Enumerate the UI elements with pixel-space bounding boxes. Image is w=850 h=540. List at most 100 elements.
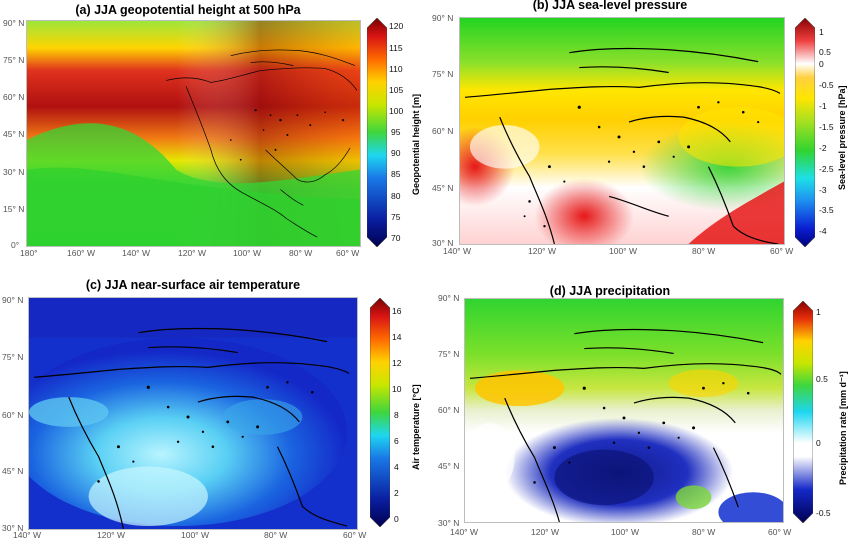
colorbar-tick: 0: [819, 59, 824, 69]
lon-tick: 60° W: [770, 246, 794, 256]
geopotential-field: [27, 21, 360, 246]
colorbar-tick: -1: [819, 101, 827, 111]
lon-tick: 60° W: [768, 527, 792, 537]
lat-tick: 30° N: [432, 238, 454, 248]
lat-tick: 30° N: [3, 167, 25, 177]
panel-d-title: (d) JJA precipitation: [549, 284, 671, 298]
colorbar-tick: -1.5: [819, 122, 834, 132]
panel-d-colorbar-label: Precipitation rate [mm d⁻¹]: [838, 371, 848, 485]
lon-tick: 140° W: [443, 246, 471, 256]
panel-d-map: [464, 298, 784, 523]
colorbar-tick: 1: [819, 27, 824, 37]
panel-a-colorbar-label: Geopotential height [m]: [411, 94, 421, 195]
panel-d-colorbar: [792, 300, 814, 524]
colorbar-tick: 8: [394, 410, 399, 420]
panel-a-title: (a) JJA geopotential height at 500 hPa: [75, 3, 301, 17]
lon-tick: 120° W: [97, 530, 125, 540]
colorbar-tick: 0.5: [819, 47, 831, 57]
lat-tick: 30° N: [2, 523, 24, 533]
precipitation-field: [465, 299, 783, 522]
lon-tick: 80° W: [692, 527, 716, 537]
colorbar-tick: -4: [819, 226, 827, 236]
colorbar-tick: 100: [389, 106, 404, 116]
lat-tick: 60° N: [438, 405, 460, 415]
lat-tick: 45° N: [432, 183, 454, 193]
colorbar-tick: 75: [391, 212, 401, 222]
lat-tick: 45° N: [3, 129, 25, 139]
panel-c-colorbar: [369, 297, 391, 528]
colorbar-tick: 16: [392, 306, 402, 316]
panel-b-title: (b) JJA sea-level pressure: [532, 0, 688, 12]
lon-tick: 140° W: [450, 527, 478, 537]
lat-tick: 45° N: [2, 466, 24, 476]
panel-c-map: [28, 297, 358, 530]
lon-tick: 180°: [20, 248, 38, 258]
lat-tick: 30° N: [438, 518, 460, 528]
colorbar-tick: -0.5: [816, 508, 831, 518]
lon-tick: 120° W: [178, 248, 206, 258]
colorbar-tick: -0.5: [819, 80, 834, 90]
lat-tick: 45° N: [438, 461, 460, 471]
lat-tick: 60° N: [3, 92, 25, 102]
lat-tick: 75° N: [432, 69, 454, 79]
lat-tick: 60° N: [2, 410, 24, 420]
lat-tick: 75° N: [3, 55, 25, 65]
lon-tick: 80° W: [289, 248, 313, 258]
coastline-outline: [464, 47, 781, 244]
lon-tick: 120° W: [528, 246, 556, 256]
lon-tick: 140° W: [122, 248, 150, 258]
lon-tick: 80° W: [692, 246, 716, 256]
lat-tick: 90° N: [432, 13, 454, 23]
colorbar-tick: -3.5: [819, 205, 834, 215]
colorbar-tick: 120: [389, 21, 404, 31]
lat-tick: 75° N: [2, 352, 24, 362]
lat-tick: 75° N: [438, 349, 460, 359]
islands: [523, 101, 760, 228]
colorbar-tick: 4: [394, 462, 399, 472]
colorbar-tick: 95: [391, 127, 401, 137]
colorbar-tick: 85: [391, 169, 401, 179]
colorbar-tick: -3: [819, 185, 827, 195]
lat-tick: 15° N: [3, 204, 25, 214]
colorbar-tick: 0.5: [816, 374, 828, 384]
coastline-outline: [166, 49, 358, 238]
colorbar-tick: 105: [389, 85, 404, 95]
lat-tick: 90° N: [2, 295, 24, 305]
colorbar-tick: -2: [819, 143, 827, 153]
panel-a-map: [26, 20, 361, 247]
colorbar-tick: 90: [391, 148, 401, 158]
panel-b-colorbar: [794, 17, 816, 248]
lon-tick: 160° W: [67, 248, 95, 258]
colorbar-tick: 14: [392, 332, 402, 342]
lon-tick: 60° W: [336, 248, 360, 258]
lon-tick: 120° W: [531, 527, 559, 537]
lon-tick: 60° W: [343, 530, 367, 540]
colorbar-tick: 70: [391, 233, 401, 243]
islands: [97, 381, 314, 483]
islands: [533, 382, 750, 484]
colorbar-tick: 1: [816, 307, 821, 317]
colorbar-tick: 10: [392, 384, 402, 394]
lat-tick: 90° N: [438, 293, 460, 303]
air-temperature-field: [29, 298, 357, 529]
colorbar-tick: 80: [391, 191, 401, 201]
colorbar-tick: 0: [394, 514, 399, 524]
colorbar-tick: 115: [389, 43, 403, 53]
panel-c-colorbar-label: Air temperature [°C]: [411, 384, 421, 470]
colorbar-tick: 110: [389, 64, 403, 74]
lat-tick: 60° N: [432, 126, 454, 136]
panel-a-colorbar: [366, 17, 388, 248]
islands: [229, 109, 345, 161]
colorbar-tick: 6: [394, 436, 399, 446]
coastline-outline: [469, 328, 782, 522]
sea-level-pressure-field: [460, 18, 784, 244]
lat-tick: 0°: [11, 240, 20, 250]
lon-tick: 100° W: [181, 530, 209, 540]
lon-tick: 100° W: [611, 527, 639, 537]
panel-c-title: (c) JJA near-surface air temperature: [85, 278, 301, 292]
lat-tick: 90° N: [3, 18, 25, 28]
lon-tick: 140° W: [13, 530, 41, 540]
lon-tick: 100° W: [233, 248, 261, 258]
colorbar-tick: -2.5: [819, 164, 834, 174]
panel-b-colorbar-label: Sea-level pressure [hPa]: [837, 85, 847, 190]
